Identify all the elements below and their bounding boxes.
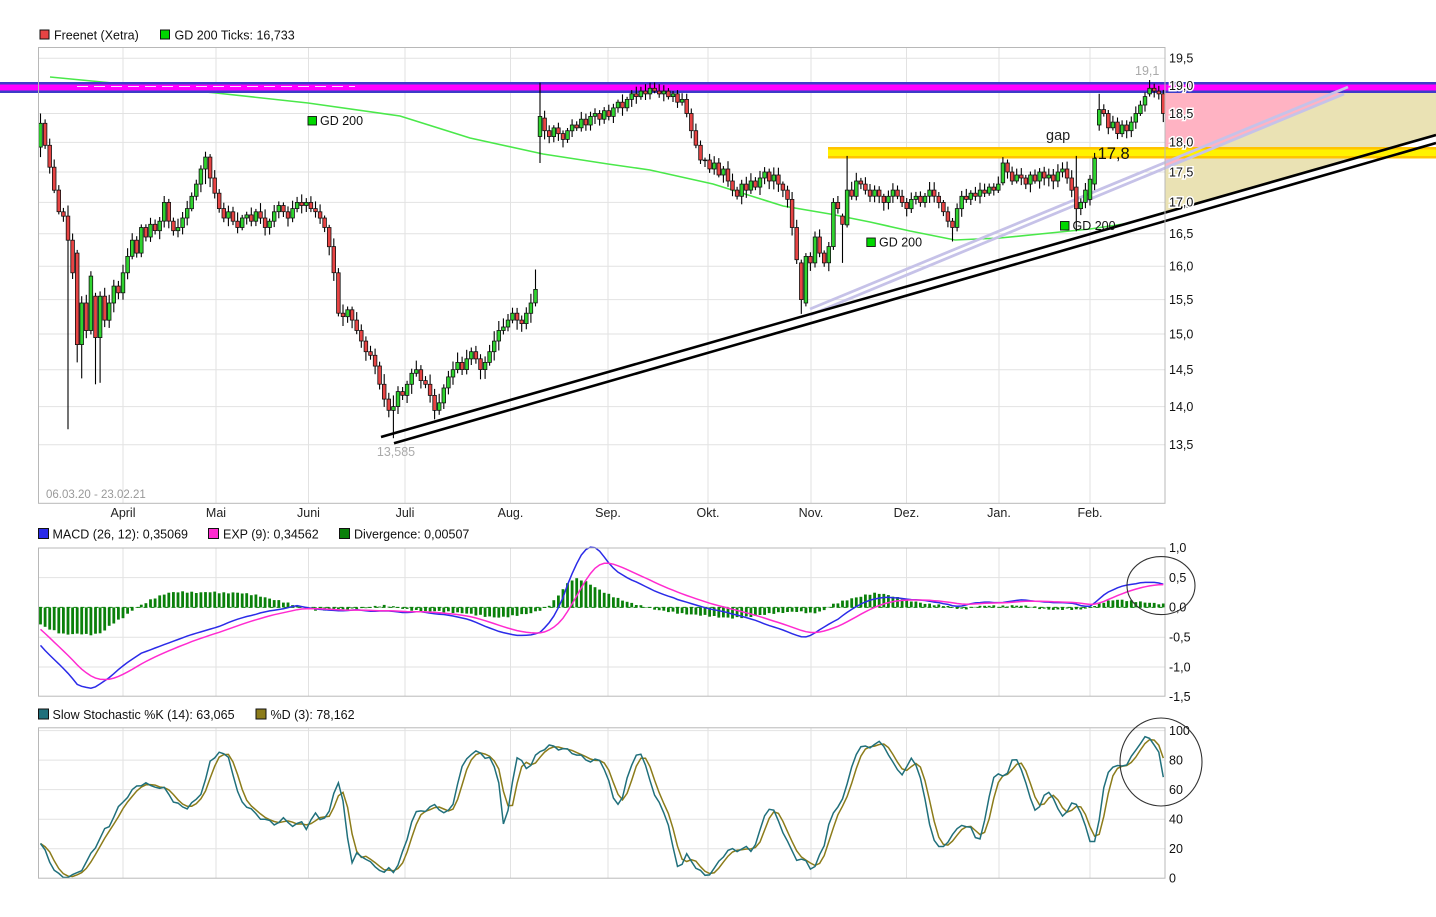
- svg-text:Feb.: Feb.: [1077, 506, 1102, 520]
- svg-text:Juni: Juni: [297, 506, 320, 520]
- svg-text:0: 0: [1169, 872, 1176, 886]
- svg-text:%D (3): 78,162: %D (3): 78,162: [271, 708, 355, 722]
- svg-text:16,5: 16,5: [1169, 227, 1193, 241]
- svg-text:-1,0: -1,0: [1169, 660, 1191, 674]
- svg-text:14,5: 14,5: [1169, 363, 1193, 377]
- svg-text:Divergence: 0,00507: Divergence: 0,00507: [354, 528, 469, 542]
- svg-text:Freenet (Xetra): Freenet (Xetra): [54, 29, 139, 43]
- svg-text:GD 200: GD 200: [1073, 219, 1116, 233]
- svg-text:Mai: Mai: [206, 506, 226, 520]
- svg-text:15,5: 15,5: [1169, 293, 1193, 307]
- svg-text:EXP (9): 0,34562: EXP (9): 0,34562: [223, 528, 319, 542]
- svg-text:19,0: 19,0: [1169, 79, 1193, 93]
- svg-text:13,5: 13,5: [1169, 438, 1193, 452]
- svg-text:0,5: 0,5: [1169, 571, 1186, 585]
- svg-text:16,0: 16,0: [1169, 260, 1193, 274]
- svg-text:1,0: 1,0: [1169, 541, 1186, 555]
- svg-text:MACD (26, 12): 0,35069: MACD (26, 12): 0,35069: [53, 528, 189, 542]
- svg-text:0,0: 0,0: [1169, 601, 1186, 615]
- svg-text:-0,5: -0,5: [1169, 631, 1191, 645]
- svg-text:Aug.: Aug.: [498, 506, 524, 520]
- svg-text:80: 80: [1169, 753, 1183, 767]
- svg-text:06.03.20 - 23.02.21: 06.03.20 - 23.02.21: [46, 489, 146, 501]
- svg-text:GD 200: GD 200: [879, 236, 922, 250]
- svg-text:20: 20: [1169, 842, 1183, 856]
- svg-text:60: 60: [1169, 783, 1183, 797]
- svg-text:17,0: 17,0: [1169, 196, 1193, 210]
- svg-text:Nov.: Nov.: [799, 506, 824, 520]
- svg-text:Sep.: Sep.: [595, 506, 621, 520]
- svg-text:17,5: 17,5: [1169, 165, 1193, 179]
- svg-text:19,5: 19,5: [1169, 52, 1193, 66]
- svg-text:-1,5: -1,5: [1169, 690, 1191, 704]
- svg-text:13,585: 13,585: [377, 445, 415, 459]
- svg-text:15,0: 15,0: [1169, 327, 1193, 341]
- svg-text:40: 40: [1169, 813, 1183, 827]
- svg-text:14,0: 14,0: [1169, 400, 1193, 414]
- svg-text:April: April: [110, 506, 135, 520]
- svg-text:Dez.: Dez.: [894, 506, 920, 520]
- svg-text:gap: gap: [1046, 128, 1070, 144]
- svg-text:GD 200 Ticks: 16,733: GD 200 Ticks: 16,733: [175, 29, 295, 43]
- svg-text:GD 200: GD 200: [320, 114, 363, 128]
- svg-text:.17,8: .17,8: [1093, 145, 1130, 163]
- svg-text:Jan.: Jan.: [987, 506, 1011, 520]
- svg-text:19,1: 19,1: [1135, 64, 1159, 78]
- svg-text:18,0: 18,0: [1169, 136, 1193, 150]
- svg-text:Okt.: Okt.: [697, 506, 720, 520]
- svg-text:Juli: Juli: [396, 506, 415, 520]
- svg-text:Slow Stochastic %K (14): 63,06: Slow Stochastic %K (14): 63,065: [53, 708, 235, 722]
- svg-text:100: 100: [1169, 724, 1190, 738]
- svg-text:18,5: 18,5: [1169, 107, 1193, 121]
